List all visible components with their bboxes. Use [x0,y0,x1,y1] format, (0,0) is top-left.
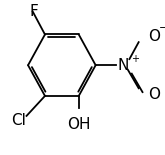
Text: O: O [148,29,160,44]
Text: +: + [131,54,139,64]
Text: −: − [159,23,165,33]
Text: N: N [118,58,129,73]
Text: O: O [148,87,160,102]
Text: Cl: Cl [11,113,26,128]
Text: OH: OH [67,117,90,132]
Text: F: F [30,4,38,19]
